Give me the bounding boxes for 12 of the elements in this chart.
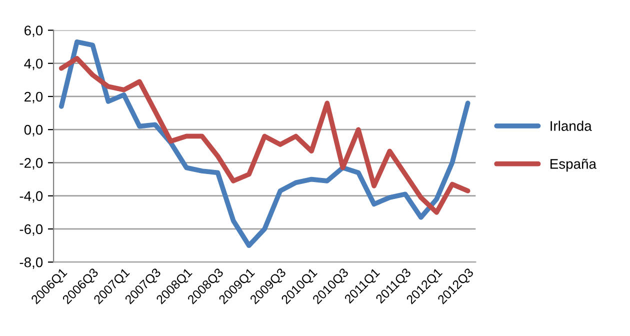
y-tick-label: -6,0 xyxy=(20,224,43,236)
legend-label: España xyxy=(550,158,596,172)
y-tick-label: 6,0 xyxy=(24,26,43,38)
y-tick-label: 0,0 xyxy=(24,124,43,136)
y-tick-label: -4,0 xyxy=(20,191,43,203)
y-tick-label: 4,0 xyxy=(24,58,43,70)
line-series xyxy=(58,39,470,248)
y-tick-label: -2,0 xyxy=(20,158,43,170)
y-tick-label: 2,0 xyxy=(24,92,43,104)
legend-label: Irlanda xyxy=(550,120,592,131)
y-tick-label: -8,0 xyxy=(20,257,43,269)
line-series xyxy=(58,56,470,215)
